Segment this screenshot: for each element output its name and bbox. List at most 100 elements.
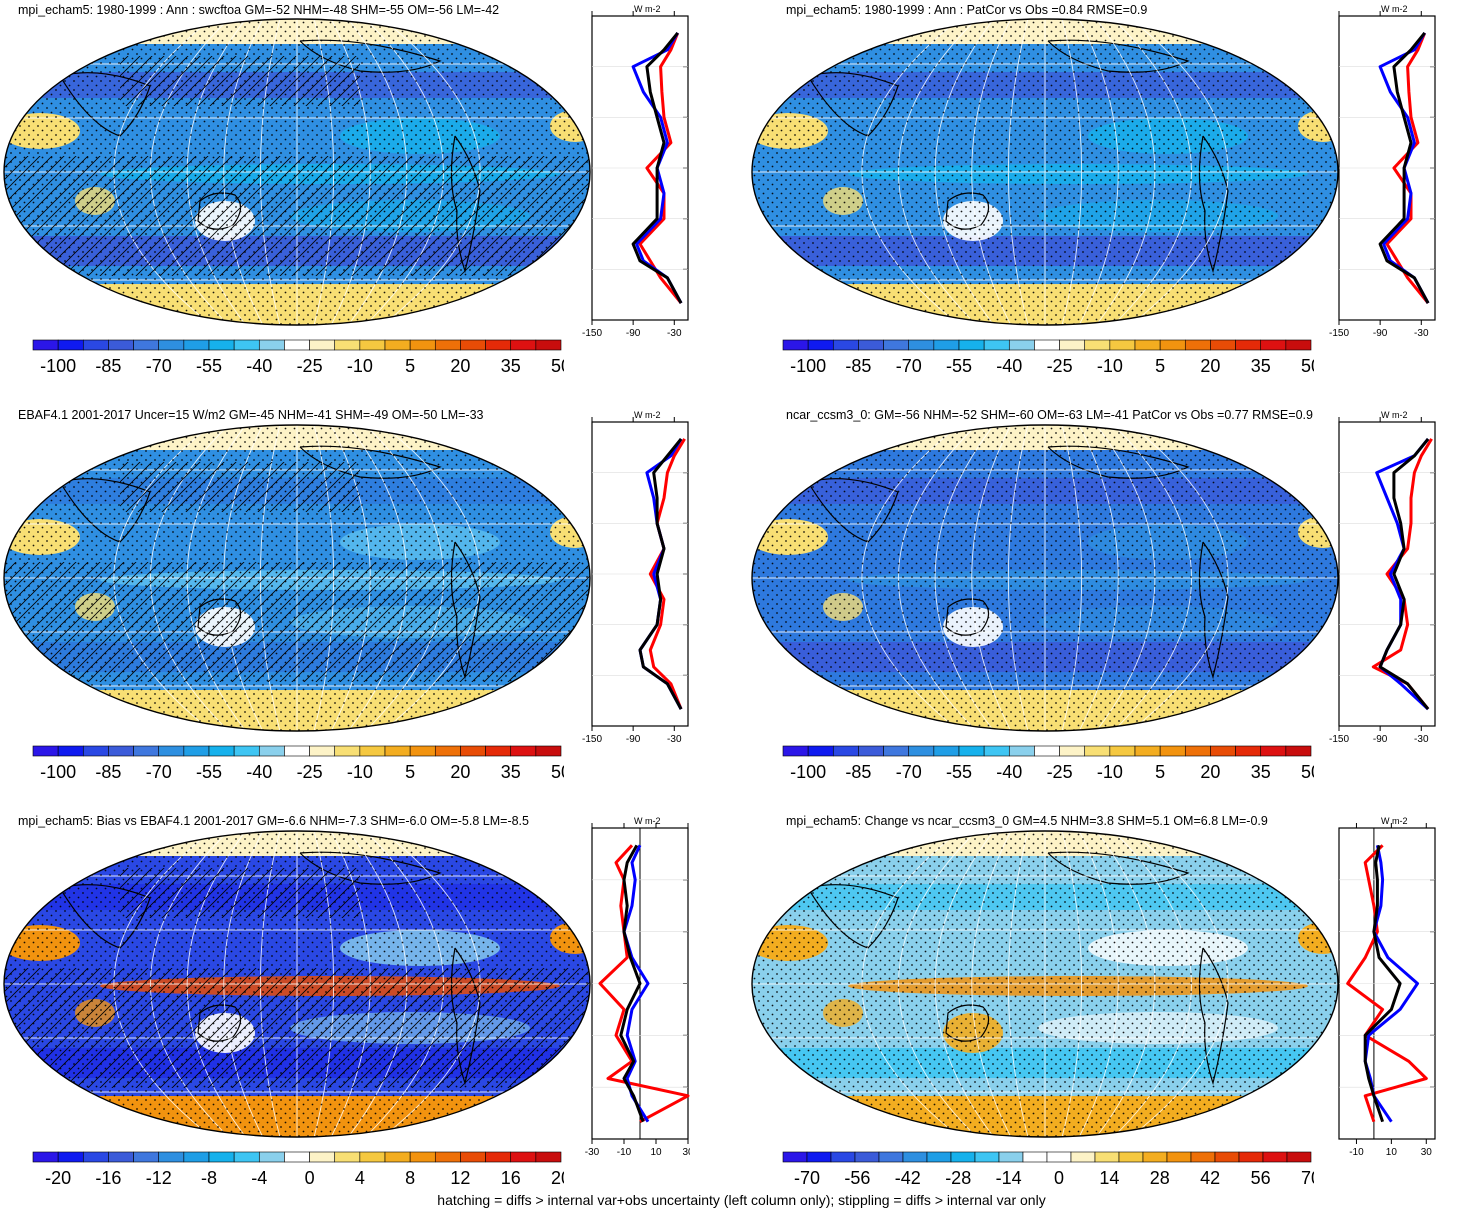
colorbar-swatch (158, 1151, 185, 1163)
colorbar-label: 35 (1251, 356, 1271, 376)
colorbar-swatch (32, 1151, 59, 1163)
world-map (3, 424, 591, 732)
colorbar-swatch (958, 339, 985, 351)
colorbar-swatch (158, 339, 185, 351)
colorbar-swatch (485, 1151, 512, 1163)
colorbar-swatch (258, 745, 285, 757)
colorbar: -100 -85 -70 -55 -40 -25 -10 5 20 35 50 (782, 745, 1314, 782)
colorbar-label: 35 (1251, 762, 1271, 782)
x-tick-label: -90 (1373, 734, 1388, 745)
colorbar-label: 20 (450, 762, 470, 782)
stippling-overlay (752, 425, 1338, 731)
x-tick-label: 10 (650, 1147, 662, 1158)
colorbar-label: -70 (794, 1168, 820, 1188)
world-map (751, 18, 1339, 326)
colorbar-swatch (933, 339, 960, 351)
colorbar-swatch (830, 1151, 856, 1163)
x-tick-label: -90 (1373, 328, 1388, 339)
colorbar-swatch (974, 1151, 1000, 1163)
colorbar-swatch (133, 745, 160, 757)
colorbar-swatch (384, 745, 411, 757)
colorbar-swatch (983, 745, 1010, 757)
colorbar-swatch (334, 1151, 361, 1163)
colorbar-label: 20 (450, 356, 470, 376)
colorbar-label: -85 (95, 762, 121, 782)
x-tick-label: -90 (626, 734, 641, 745)
colorbar-label: 4 (355, 1168, 365, 1188)
colorbar-swatch (510, 339, 537, 351)
zonal-mean-profile: W m-260N30N030S60S-150-90-30 (582, 4, 689, 339)
colorbar-swatch (535, 745, 562, 757)
colorbar-swatch (1034, 745, 1060, 757)
colorbar-swatch (32, 745, 59, 757)
map-border (751, 830, 1339, 1138)
colorbar-label: -85 (95, 356, 121, 376)
colorbar-swatch (183, 339, 210, 351)
colorbar-swatch (1260, 339, 1287, 351)
colorbar-swatch (309, 339, 336, 351)
footnote: hatching = diffs > internal var+obs unce… (437, 1192, 1046, 1208)
colorbar-label: -56 (844, 1168, 870, 1188)
colorbar-swatch (108, 339, 134, 351)
colorbar-label: 8 (405, 1168, 415, 1188)
world-map (3, 18, 591, 326)
series-line-model (1371, 438, 1433, 711)
colorbar-swatch (1285, 745, 1312, 757)
colorbar-swatch (359, 1151, 386, 1163)
colorbar-swatch (108, 745, 134, 757)
colorbar-label: -100 (40, 762, 76, 782)
colorbar-label: 20 (1200, 356, 1220, 376)
colorbar-swatch (998, 1151, 1024, 1163)
colorbar-swatch (1190, 1151, 1216, 1163)
colorbar-swatch (460, 745, 486, 757)
colorbar-swatch (133, 339, 160, 351)
colorbar-label: 50 (1301, 356, 1314, 376)
colorbar: -100 -85 -70 -55 -40 -25 -10 5 20 35 50 (32, 339, 564, 376)
colorbar-label: 35 (501, 762, 521, 782)
colorbar-swatch (1059, 339, 1086, 351)
colorbar-label: -55 (946, 356, 972, 376)
colorbar-swatch (832, 745, 859, 757)
colorbar-label: -55 (196, 356, 222, 376)
colorbar-swatch (806, 1151, 832, 1163)
colorbar-label: -70 (896, 356, 922, 376)
panel-title: mpi_echam5: Change vs ncar_ccsm3_0 GM=4.… (786, 814, 1268, 828)
colorbar-swatch (782, 339, 809, 351)
colorbar-swatch (57, 745, 84, 757)
x-tick-label: -10 (1349, 1147, 1364, 1158)
colorbar-swatch (334, 745, 361, 757)
x-tick-label: -90 (626, 328, 641, 339)
colorbar-label: 35 (501, 356, 521, 376)
series-line-ref (619, 844, 645, 1123)
colorbar-label: 20 (1200, 762, 1220, 782)
zonal-mean-profile: W m-260N30N030S60S-150-90-30 (582, 410, 689, 745)
colorbar-swatch (908, 339, 935, 351)
colorbar-swatch (1034, 339, 1060, 351)
colorbar-swatch (1142, 1151, 1168, 1163)
series-line-ref (638, 437, 683, 710)
colorbar-swatch (384, 1151, 411, 1163)
colorbar-label: 28 (1150, 1168, 1170, 1188)
colorbar-swatch (908, 745, 935, 757)
colorbar-label: -8 (201, 1168, 217, 1188)
x-tick-label: -10 (617, 1147, 632, 1158)
x-tick-label: -150 (582, 328, 602, 339)
colorbar-label: 0 (1054, 1168, 1064, 1188)
colorbar-label: 5 (1155, 356, 1165, 376)
profile-unit-label: W m-2 (634, 410, 661, 420)
colorbar-swatch (1184, 339, 1211, 351)
colorbar-swatch (1118, 1151, 1144, 1163)
x-tick-label: -30 (1414, 734, 1429, 745)
colorbar-swatch (1070, 1151, 1096, 1163)
colorbar-label: -28 (945, 1168, 971, 1188)
hatching-overlay (4, 56, 590, 276)
colorbar-label: 50 (551, 762, 564, 782)
colorbar-label: -40 (246, 356, 272, 376)
colorbar-swatch (183, 1151, 210, 1163)
series-line-model (638, 32, 683, 305)
x-tick-label: 10 (1386, 1147, 1398, 1158)
map-border (3, 830, 591, 1138)
colorbar-swatch (434, 745, 461, 757)
map-border (751, 18, 1339, 326)
colorbar-label: 14 (1099, 1168, 1119, 1188)
